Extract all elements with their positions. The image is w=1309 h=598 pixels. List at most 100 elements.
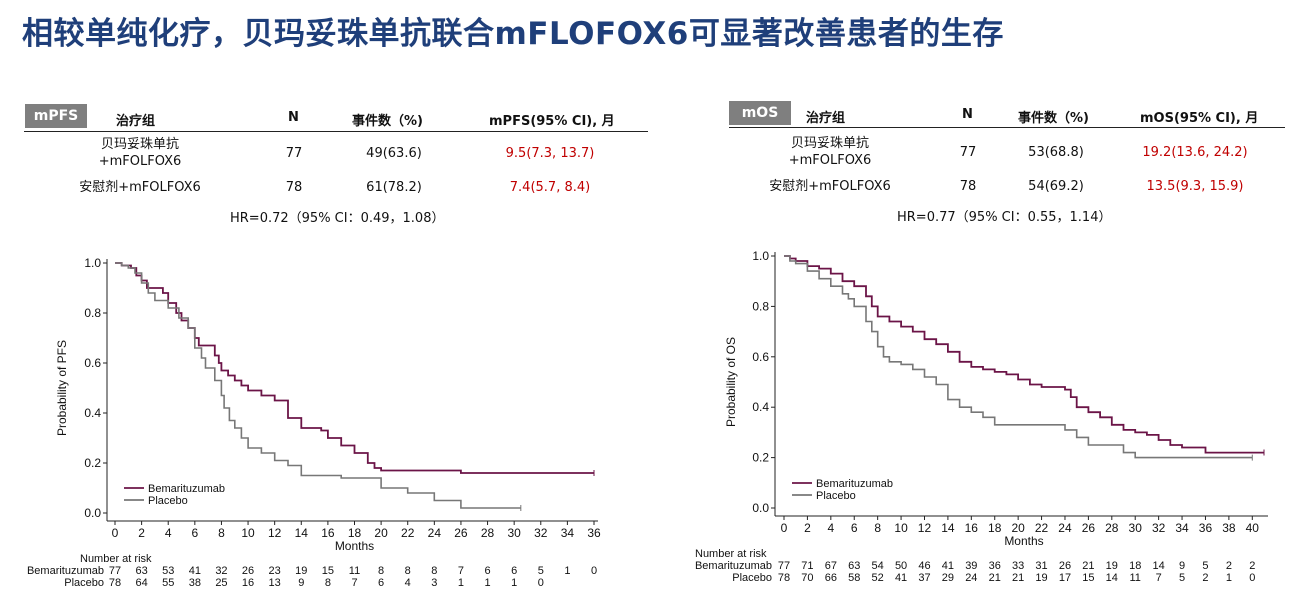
pfs-x-tick-label: 2 <box>138 526 145 540</box>
pfs-x-tick-label: 20 <box>374 526 388 540</box>
os-risk-value: 58 <box>848 572 860 584</box>
pfs-risk-value: 3 <box>431 577 437 589</box>
os-x-tick-label: 10 <box>894 521 908 535</box>
os-risk-value: 19 <box>1035 572 1047 584</box>
os-x-tick-label: 12 <box>918 521 932 535</box>
os-row2-n: 78 <box>959 179 977 194</box>
pfs-risk-value: 8 <box>405 565 411 577</box>
os-y-tick-label: 0.0 <box>752 501 769 515</box>
pfs-km-curve-placebo <box>115 262 521 509</box>
pfs-x-tick-label: 34 <box>561 526 575 540</box>
pfs-row1-events: 49(63.6) <box>366 146 422 161</box>
os-risk-value: 21 <box>989 572 1001 584</box>
os-header-n: N <box>962 107 973 122</box>
pfs-y-tick-label: 0.8 <box>84 306 101 320</box>
os-risk-value: 0 <box>1249 572 1255 584</box>
pfs-legend-label: Placebo <box>148 495 188 507</box>
os-y-tick-label: 1.0 <box>752 249 769 263</box>
os-risk-value: 2 <box>1226 560 1232 572</box>
os-risk-value: 46 <box>918 560 930 572</box>
pfs-risk-value: 53 <box>162 565 174 577</box>
pfs-x-tick-label: 32 <box>534 526 548 540</box>
pfs-x-tick-label: 22 <box>401 526 415 540</box>
pfs-risk-value: 6 <box>511 565 517 577</box>
pfs-header-n: N <box>288 110 299 125</box>
pfs-header-median: mPFS(95% CI), 月 <box>489 114 615 129</box>
os-risk-row-name: Placebo <box>732 572 772 584</box>
pfs-risk-row-name: Bemarituzumab <box>27 565 104 577</box>
os-badge: mOS <box>729 101 791 125</box>
os-row1-group-line1: 贝玛妥珠单抗 <box>790 136 869 151</box>
pfs-x-tick-label: 24 <box>428 526 442 540</box>
pfs-header-rule <box>24 131 648 132</box>
pfs-risk-value: 7 <box>351 577 357 589</box>
os-risk-value: 29 <box>942 572 954 584</box>
pfs-row1-group-line2: +mFOLFOX6 <box>98 154 182 169</box>
os-risk-value: 7 <box>1156 572 1162 584</box>
pfs-risk-value: 1 <box>511 577 517 589</box>
pfs-badge: mPFS <box>25 104 87 128</box>
pfs-risk-value: 55 <box>162 577 174 589</box>
os-risk-value: 5 <box>1179 572 1185 584</box>
os-risk-value: 71 <box>801 560 813 572</box>
pfs-x-tick-label: 26 <box>454 526 468 540</box>
pfs-risk-title: Number at risk <box>80 553 152 565</box>
os-risk-value: 2 <box>1249 560 1255 572</box>
os-row1-events: 53(68.8) <box>1028 145 1084 160</box>
os-x-tick-label: 28 <box>1105 521 1119 535</box>
pfs-x-axis-label: Months <box>335 539 374 553</box>
os-y-tick-label: 0.4 <box>752 400 769 414</box>
pfs-x-tick-label: 30 <box>507 526 521 540</box>
os-row2-median: 13.5(9.3, 15.9) <box>1146 179 1244 194</box>
pfs-x-tick-label: 28 <box>481 526 495 540</box>
os-risk-value: 41 <box>942 560 954 572</box>
pfs-y-tick-label: 0.6 <box>84 356 101 370</box>
os-x-tick-label: 14 <box>941 521 955 535</box>
os-y-axis-label: Probability of OS <box>724 337 738 427</box>
pfs-risk-value: 5 <box>538 565 544 577</box>
os-risk-title: Number at risk <box>695 548 767 560</box>
os-legend-label: Placebo <box>816 490 856 502</box>
os-risk-value: 66 <box>825 572 837 584</box>
pfs-risk-value: 6 <box>378 577 384 589</box>
os-risk-value: 14 <box>1153 560 1165 572</box>
pfs-row2-group: 安慰剂+mFOLFOX6 <box>79 180 201 195</box>
os-risk-value: 50 <box>895 560 907 572</box>
os-risk-value: 41 <box>895 572 907 584</box>
pfs-risk-value: 4 <box>405 577 411 589</box>
os-x-tick-label: 32 <box>1152 521 1166 535</box>
os-risk-value: 37 <box>918 572 930 584</box>
os-risk-value: 21 <box>1012 572 1024 584</box>
os-x-tick-label: 16 <box>965 521 979 535</box>
os-header-group: 治疗组 <box>806 111 846 126</box>
pfs-y-tick-label: 0.4 <box>84 406 101 420</box>
os-x-tick-label: 18 <box>988 521 1002 535</box>
pfs-x-tick-label: 12 <box>268 526 282 540</box>
os-risk-value: 19 <box>1106 560 1118 572</box>
os-x-tick-label: 34 <box>1175 521 1189 535</box>
os-risk-value: 14 <box>1106 572 1118 584</box>
pfs-row1-n: 77 <box>285 146 303 161</box>
pfs-risk-value: 11 <box>349 565 360 577</box>
pfs-risk-value: 1 <box>458 577 464 589</box>
os-risk-value: 70 <box>801 572 813 584</box>
os-risk-value: 24 <box>965 572 977 584</box>
os-x-tick-label: 0 <box>781 521 788 535</box>
os-row1-group-line2: +mFOLFOX6 <box>788 153 872 168</box>
pfs-risk-value: 26 <box>242 565 254 577</box>
os-x-axis-label: Months <box>1004 534 1043 548</box>
os-risk-value: 9 <box>1179 560 1185 572</box>
os-risk-value: 67 <box>825 560 837 572</box>
pfs-risk-value: 8 <box>378 565 384 577</box>
pfs-risk-value: 32 <box>215 565 227 577</box>
pfs-risk-value: 8 <box>431 565 437 577</box>
os-risk-value: 52 <box>872 572 884 584</box>
pfs-risk-value: 23 <box>269 565 281 577</box>
pfs-y-axis-label: Probability of PFS <box>55 340 69 436</box>
os-risk-value: 39 <box>965 560 977 572</box>
os-x-tick-label: 36 <box>1199 521 1213 535</box>
pfs-risk-value: 63 <box>135 565 147 577</box>
pfs-risk-value: 1 <box>484 577 490 589</box>
pfs-risk-value: 6 <box>484 565 490 577</box>
